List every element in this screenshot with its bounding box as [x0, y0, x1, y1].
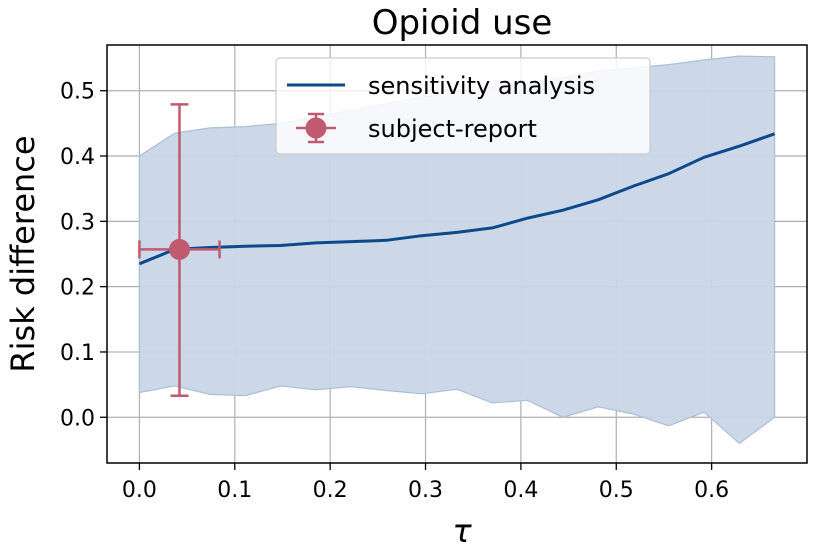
y-tick-label: 0.0 [60, 406, 95, 431]
x-tick-label: 0.6 [694, 478, 729, 503]
x-axis-label: τ [452, 512, 472, 550]
x-tick-label: 0.4 [503, 478, 538, 503]
legend-label-subject-report: subject-report [368, 115, 537, 143]
subject-report-point [168, 238, 190, 260]
y-tick-label: 0.3 [60, 210, 95, 235]
legend-box [275, 57, 651, 155]
errorbar-layer [138, 103, 221, 397]
series-line-layer [138, 132, 776, 266]
x-tick-label: 0.2 [313, 478, 348, 503]
y-tick-label: 0.5 [60, 80, 95, 105]
chart-title: Opioid use [372, 3, 553, 43]
x-tick-label: 0.1 [217, 478, 252, 503]
x-axis: 0.0 0.1 0.2 0.3 0.4 0.5 0.6 [122, 463, 729, 503]
y-axis: 0.0 0.1 0.2 0.3 0.4 0.5 [60, 80, 107, 431]
legend-swatch-errorbar [296, 112, 336, 144]
legend-point [305, 117, 327, 139]
x-tick-label: 0.5 [599, 478, 634, 503]
sensitivity-analysis-line [138, 132, 776, 266]
y-tick-label: 0.1 [60, 341, 95, 366]
legend: sensitivity analysis subject-report [275, 57, 651, 155]
plot-frame [106, 44, 808, 464]
y-tick-label: 0.4 [60, 145, 95, 170]
x-tick-label: 0.0 [122, 478, 157, 503]
legend-label-sensitivity: sensitivity analysis [368, 72, 595, 100]
y-tick-label: 0.2 [60, 276, 95, 301]
x-tick-label: 0.3 [408, 478, 443, 503]
y-axis-label: Risk difference [4, 135, 42, 372]
